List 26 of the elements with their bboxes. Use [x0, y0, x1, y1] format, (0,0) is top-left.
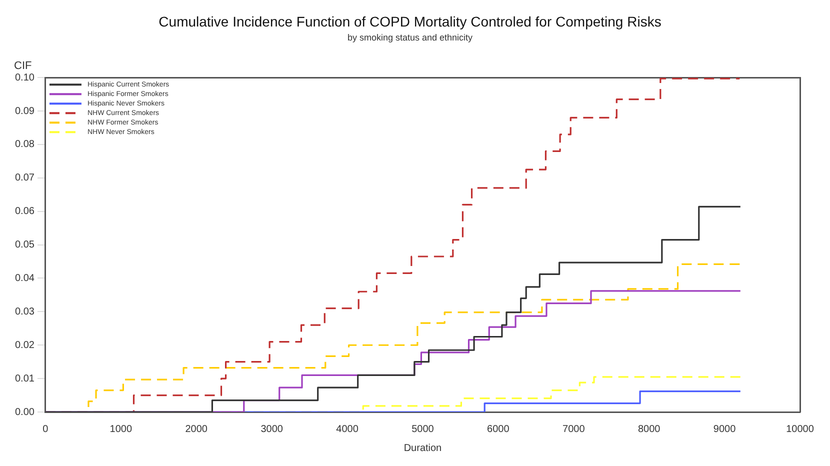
x-tick-label: 3000: [260, 424, 284, 435]
x-tick-label: 2000: [185, 424, 208, 435]
y-tick-label: 0.04: [14, 272, 35, 284]
y-tick-label: 0.10: [14, 72, 35, 84]
y-tick-label: 0.03: [14, 306, 35, 318]
x-tick-label: 4000: [336, 424, 359, 435]
y-tick-label: 0.06: [14, 206, 35, 218]
y-tick-label: 0.09: [14, 106, 35, 117]
y-tick-label: 0.05: [14, 240, 35, 251]
chart-subtitle: by smoking status and ethnicity: [347, 32, 474, 43]
y-axis-title: CIF: [14, 60, 32, 72]
x-tick-label: 5000: [412, 424, 434, 435]
x-tick-label: 10000: [786, 424, 814, 435]
y-tick-label: 0.07: [14, 172, 35, 184]
x-tick-label: 0: [42, 424, 49, 435]
y-tick-label: 0.08: [14, 139, 35, 150]
y-tick-label: 0.01: [14, 373, 35, 384]
x-tick-label: 6000: [487, 424, 510, 435]
x-tick-label: 9000: [713, 424, 736, 435]
chart-title: Cumulative Incidence Function of COPD Mortality Controled for Competing Risks: [158, 13, 662, 30]
x-tick-label: 8000: [638, 424, 661, 435]
x-tick-label: 7000: [562, 424, 586, 435]
x-tick-label: 1000: [110, 424, 132, 435]
x-axis-title: Duration: [404, 442, 442, 454]
y-tick-label: 0.02: [14, 340, 35, 351]
y-tick-label: 0.00: [14, 406, 35, 418]
